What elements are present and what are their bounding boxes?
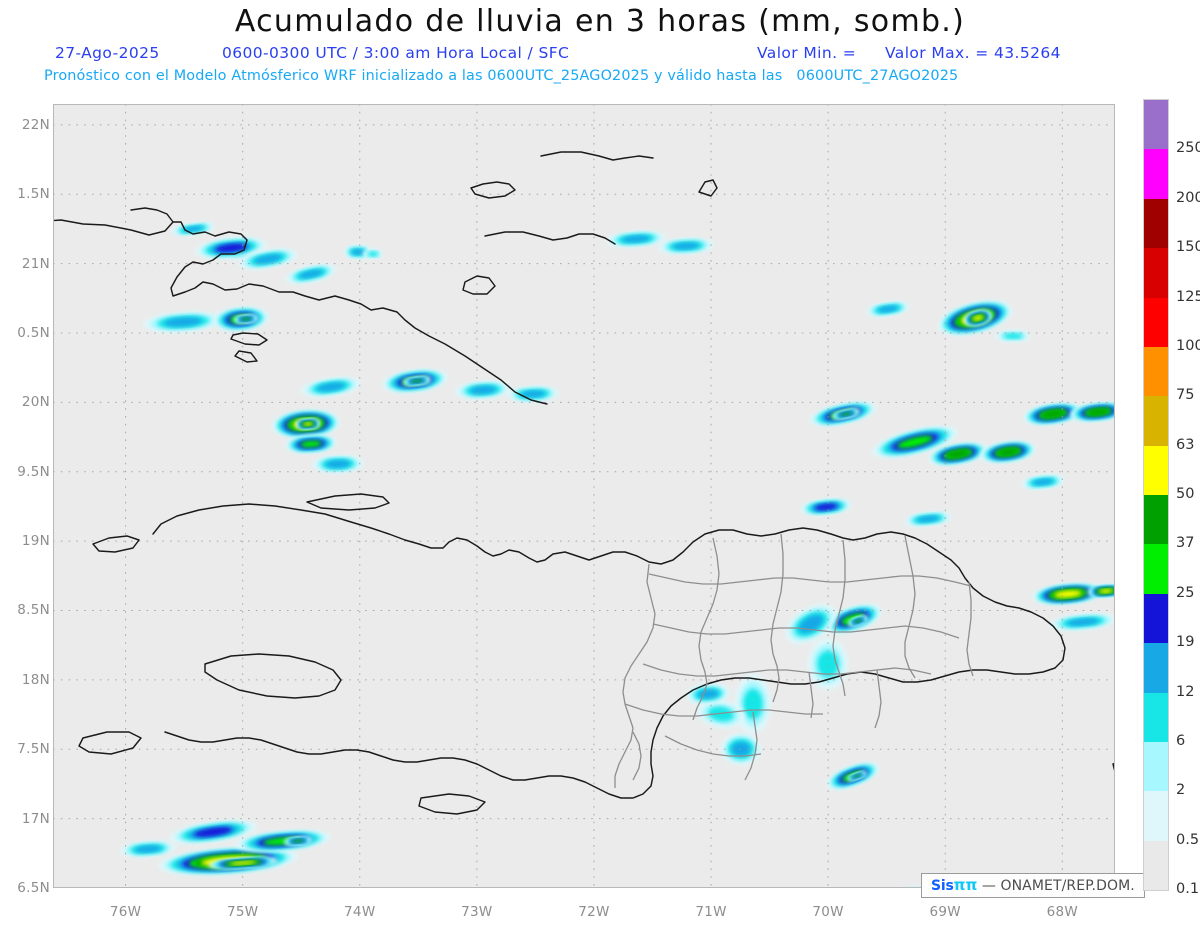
longitude-tick-label: 76W — [109, 904, 142, 920]
province-borders — [614, 533, 974, 788]
latitude-tick-label: 21N — [21, 255, 50, 272]
latitude-tick-label: 22N — [21, 116, 50, 133]
forecast-period: 0600-0300 UTC / 3:00 am Hora Local / SFC — [222, 44, 570, 62]
colorbar-tick-label: 150 — [1176, 239, 1200, 256]
attribution-logo: Sisππ — ONAMET/REP.DOM. — [921, 873, 1145, 898]
latitude-tick-label: 7.5N — [17, 741, 50, 758]
colorbar-tick-label: 2 — [1176, 782, 1186, 799]
precipitation-map — [53, 104, 1115, 888]
latitude-tick-label: 6.5N — [17, 880, 50, 896]
colorbar-tick-label: 75 — [1176, 387, 1195, 404]
panel-border-bottom — [53, 887, 1115, 888]
colorbar-band — [1144, 840, 1168, 890]
colorbar-band — [1144, 198, 1168, 249]
colorbar-tick-label: 125 — [1176, 288, 1200, 305]
latitude-tick-label: 0.5N — [17, 324, 50, 341]
longitude-tick-label: 68W — [1046, 904, 1079, 920]
longitude-tick-label: 73W — [461, 904, 493, 920]
colorbar-band — [1144, 149, 1168, 199]
longitude-tick-label: 69W — [929, 904, 961, 920]
map-panel: 22N 1.5N 21N 0.5N 20N 9.5N 19N 8.5N 18N 7.5N 17N 6.… — [17, 104, 1115, 920]
forecast-date: 27-Ago-2025 — [55, 44, 160, 62]
panel-border-left — [53, 104, 54, 888]
precipitation-shading — [120, 222, 1115, 888]
colorbar-band — [1144, 495, 1168, 545]
model-valid-time: 0600UTC_27AGO2025 — [796, 68, 959, 84]
latitude-tick-label: 17N — [21, 810, 50, 827]
latitude-tick-label: 9.5N — [17, 463, 50, 480]
colorbar-tick-label: 25 — [1176, 584, 1195, 601]
colorbar-tick-label: 100 — [1176, 337, 1200, 354]
longitude-tick-label: 75W — [226, 904, 259, 920]
colorbar-band — [1144, 248, 1168, 298]
latitude-tick-label: 19N — [21, 533, 50, 550]
colorbar-band — [1144, 692, 1168, 742]
colorbar-band — [1144, 445, 1168, 495]
colorbar-tick-label: 0.1 — [1176, 881, 1200, 897]
colorbar-tick-label: 0.5 — [1176, 831, 1200, 848]
logo-org-text: — ONAMET/REP.DOM. — [981, 878, 1135, 894]
latitude-tick-label: 20N — [21, 394, 50, 411]
subtitle-line-2: Pronóstico con el Modelo Atmósferico WRF… — [44, 68, 1200, 84]
page-title: Acumulado de lluvia en 3 horas (mm, somb… — [234, 4, 966, 39]
longitude-tick-label: 70W — [812, 904, 844, 920]
model-description: Pronóstico con el Modelo Atmósferico WRF… — [44, 68, 783, 84]
panel-border-top — [53, 104, 1115, 105]
colorbar-tick-label: 200 — [1176, 189, 1200, 206]
longitude-tick-label: 74W — [344, 904, 376, 920]
value-max-label: Valor Max. = 43.5264 — [885, 44, 1061, 62]
colorbar-band — [1144, 791, 1168, 841]
colorbar-band — [1144, 346, 1168, 397]
colorbar-tick-label: 250 — [1176, 140, 1200, 157]
colorbar-band — [1144, 643, 1168, 693]
longitude-tick-label: 72W — [578, 904, 610, 920]
longitude-tick-label: 71W — [695, 904, 727, 920]
colorbar-band — [1144, 544, 1168, 594]
logo-sis-text: Sis — [931, 878, 954, 894]
chart-header: Acumulado de lluvia en 3 horas (mm, somb… — [0, 0, 1200, 92]
colorbar-tick-label: 50 — [1176, 486, 1195, 502]
colorbar-tick-label: 37 — [1176, 535, 1195, 552]
colorbar-tick-label: 63 — [1176, 436, 1195, 453]
logo-pi-icon: ππ — [953, 876, 978, 894]
colorbar-band — [1144, 297, 1168, 347]
colorbar-band — [1144, 741, 1168, 792]
colorbar-band — [1144, 593, 1168, 644]
panel-border-right — [1114, 104, 1115, 888]
map-gridlines — [53, 104, 1115, 888]
colorbar-tick-label: 6 — [1176, 732, 1186, 749]
colorbar-tick-label: 19 — [1176, 634, 1195, 651]
colorbar-band — [1144, 396, 1168, 446]
colorbar-band — [1144, 100, 1168, 150]
coastlines — [53, 151, 1115, 815]
colorbar — [1143, 99, 1169, 891]
latitude-tick-label: 18N — [21, 671, 50, 688]
latitude-tick-label: 1.5N — [17, 186, 50, 203]
latitude-tick-label: 8.5N — [17, 602, 50, 619]
colorbar-tick-label: 12 — [1176, 683, 1195, 700]
value-min-label: Valor Min. = — [757, 44, 857, 62]
